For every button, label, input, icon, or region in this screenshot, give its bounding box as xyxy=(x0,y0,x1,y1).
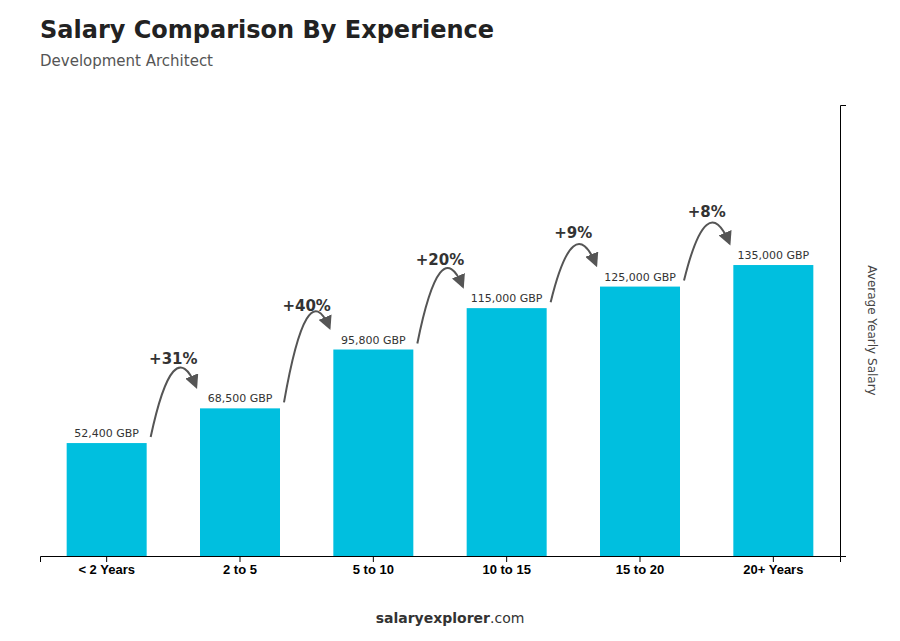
x-tick-label: 10 to 15 xyxy=(482,562,530,577)
x-tick-label: 2 to 5 xyxy=(223,562,257,577)
bars xyxy=(67,265,814,556)
change-arrow xyxy=(417,268,462,343)
bar xyxy=(467,308,547,556)
bar xyxy=(733,265,813,556)
x-tick: 10 to 15 xyxy=(482,556,530,577)
change-label: +20% xyxy=(416,251,464,269)
y-axis xyxy=(841,106,847,557)
bar xyxy=(600,287,680,556)
chart: Salary Comparison By Experience Developme… xyxy=(0,0,900,641)
x-tick: < 2 Years xyxy=(78,556,135,577)
x-tick: 2 to 5 xyxy=(223,556,257,577)
change-label: +9% xyxy=(554,224,592,242)
bar xyxy=(200,408,280,556)
bar xyxy=(333,350,413,556)
change-label: +31% xyxy=(149,350,197,368)
change-arrow xyxy=(284,311,329,402)
change-annotations: +31% +40% +20% +9% +8% xyxy=(149,203,729,437)
x-tick-label: 20+ Years xyxy=(743,562,803,577)
data-label: 52,400 GBP xyxy=(74,427,139,440)
footer-part: salary xyxy=(376,610,424,626)
y-axis-label: Average Yearly Salary xyxy=(865,265,879,395)
x-tick-label: 15 to 20 xyxy=(616,562,664,577)
x-axis: < 2 Years 2 to 5 5 to 10 10 to 15 15 to 20 20… xyxy=(41,556,841,577)
x-tick-mark xyxy=(640,556,641,562)
x-tick-mark xyxy=(106,556,107,562)
x-tick-mark xyxy=(373,556,374,562)
change-arrow xyxy=(151,368,196,438)
x-tick: 15 to 20 xyxy=(616,556,664,577)
data-labels: 52,400 GBP 68,500 GBP 95,800 GBP 115,000 GB… xyxy=(74,249,809,440)
data-label: 125,000 GBP xyxy=(604,271,676,284)
footer-part: .com xyxy=(490,610,524,626)
change-label: +8% xyxy=(688,203,726,221)
x-tick-label: 5 to 10 xyxy=(353,562,394,577)
x-axis-line xyxy=(41,557,841,563)
x-tick-mark xyxy=(240,556,241,562)
footer: salaryexplorer.com xyxy=(376,610,525,626)
data-label: 68,500 GBP xyxy=(208,392,273,405)
change-arrow xyxy=(684,223,729,281)
y-axis-line xyxy=(841,106,847,557)
x-tick-mark xyxy=(773,556,774,562)
data-label: 135,000 GBP xyxy=(737,249,809,262)
bar xyxy=(67,443,147,556)
data-label: 95,800 GBP xyxy=(341,334,406,347)
data-label: 115,000 GBP xyxy=(471,292,543,305)
title: Salary Comparison By Experience xyxy=(40,16,494,44)
footer-part: explorer xyxy=(424,610,490,626)
x-tick: 20+ Years xyxy=(743,556,803,577)
change-label: +40% xyxy=(282,297,330,315)
plot: < 2 Years 2 to 5 5 to 10 10 to 15 15 to 20 20… xyxy=(41,106,847,578)
x-tick-mark xyxy=(506,556,507,562)
subtitle: Development Architect xyxy=(40,52,213,70)
x-tick: 5 to 10 xyxy=(353,556,394,577)
x-tick-label: < 2 Years xyxy=(78,562,135,577)
change-arrow xyxy=(551,244,596,302)
